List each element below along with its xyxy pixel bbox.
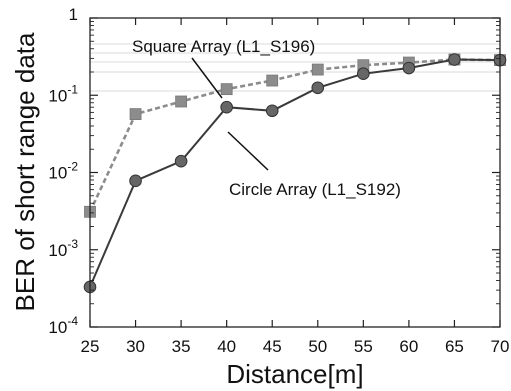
- y-tick-label: 10-2: [48, 160, 78, 183]
- axis-ticks: 25 30 35 40 45 50 55 60 65 70 10-4 10-3 10-2 10-1 1: [48, 5, 509, 356]
- square-series-annotation: Square Array (L1_S196): [132, 37, 315, 99]
- data-point-square: [175, 95, 188, 108]
- y-tick-label: 10-4: [48, 314, 78, 337]
- data-point-circle: [448, 53, 461, 66]
- x-tick-label: 30: [126, 337, 145, 356]
- data-point-square: [129, 108, 142, 121]
- x-tick-label: 60: [399, 337, 418, 356]
- data-point-square: [311, 63, 324, 76]
- x-tick-label: 40: [217, 337, 236, 356]
- data-point-circle: [357, 67, 370, 81]
- data-point-circle: [129, 174, 142, 188]
- circle-series-annotation: Circle Array (L1_S192): [227, 131, 401, 199]
- data-point-circle: [174, 154, 188, 168]
- x-tick-label: 55: [354, 337, 373, 356]
- circle-series-label: Circle Array (L1_S192): [229, 180, 401, 199]
- series-group: [83, 53, 507, 294]
- y-tick-label: 10-1: [48, 82, 78, 105]
- x-tick-label: 50: [308, 337, 327, 356]
- square-series-label: Square Array (L1_S196): [132, 37, 315, 56]
- data-point-circle: [265, 104, 279, 118]
- x-tick-label: 35: [172, 337, 191, 356]
- data-point-square: [266, 74, 279, 87]
- series-line-circle-array: [89, 58, 501, 288]
- data-point-square: [220, 83, 233, 96]
- data-point-circle: [402, 61, 416, 75]
- x-tick-label: 70: [491, 337, 510, 356]
- data-point-circle: [220, 100, 233, 114]
- x-tick-label: 65: [445, 337, 464, 356]
- series-line-square-array: [88, 58, 501, 213]
- grid: [90, 43, 500, 92]
- y-tick-label: 1: [69, 5, 78, 24]
- x-tick-label: 25: [81, 337, 100, 356]
- plot-frame: [89, 17, 501, 328]
- x-tick-label: 45: [263, 337, 282, 356]
- y-tick-label: 10-3: [48, 237, 78, 260]
- square-series-pointer: [191, 57, 223, 99]
- data-point-circle: [311, 81, 325, 95]
- y-axis-title: BER of short range data: [10, 32, 40, 311]
- x-axis-title: Distance[m]: [226, 359, 363, 389]
- circle-series-pointer: [227, 131, 269, 171]
